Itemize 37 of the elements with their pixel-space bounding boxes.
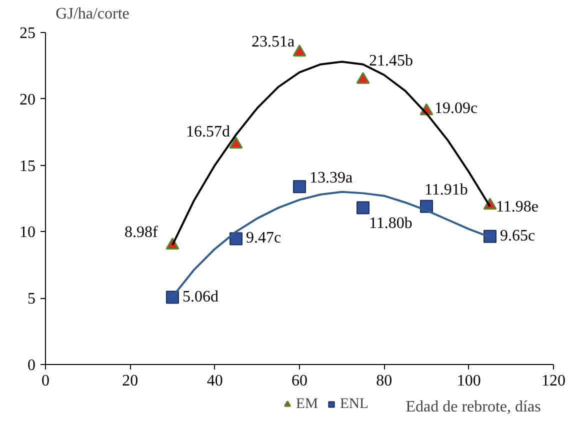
- y-tick-label: 0: [28, 357, 36, 374]
- data-label: 23.51a: [252, 33, 295, 50]
- point: [166, 290, 179, 304]
- y-axis-title: GJ/ha/corte: [56, 6, 130, 23]
- point: [356, 72, 370, 84]
- x-axis-title: Edad de rebrote, días: [406, 398, 541, 416]
- data-label: 8.98f: [124, 224, 158, 242]
- data-label: 13.39a: [310, 170, 353, 187]
- data-label: 5.06d: [182, 288, 218, 306]
- y-tick-label: 15: [20, 158, 36, 175]
- data-label: 9.65c: [500, 227, 536, 244]
- x-tick-label: 40: [206, 372, 223, 390]
- x-tick-label: 0: [42, 372, 50, 390]
- x-tick-label: 100: [456, 372, 481, 390]
- legend-label: ENL: [340, 396, 368, 412]
- data-label: 16.57d: [186, 123, 230, 140]
- point: [293, 180, 306, 194]
- y-tick-label: 5: [28, 290, 36, 308]
- point: [484, 230, 496, 243]
- y-tick-label: 20: [20, 91, 36, 108]
- x-tick-label: 80: [376, 372, 392, 390]
- x-tick-label: 60: [292, 372, 308, 390]
- y-tick-label: 25: [20, 25, 36, 42]
- data-label: 11.98e: [496, 198, 539, 216]
- point: [292, 44, 306, 56]
- point: [229, 136, 243, 149]
- x-tick-label: 20: [122, 372, 138, 390]
- point: [230, 232, 242, 246]
- legend-label: EM: [296, 396, 318, 412]
- data-label: 11.91b: [424, 181, 468, 198]
- data-label: 9.47c: [246, 230, 282, 247]
- x-tick-label: 120: [542, 372, 566, 390]
- data-label: 19.09c: [434, 100, 478, 117]
- point: [356, 201, 370, 214]
- data-label: 11.80b: [369, 214, 412, 232]
- data-label: 21.45b: [369, 52, 413, 70]
- y-tick-label: 10: [20, 224, 36, 242]
